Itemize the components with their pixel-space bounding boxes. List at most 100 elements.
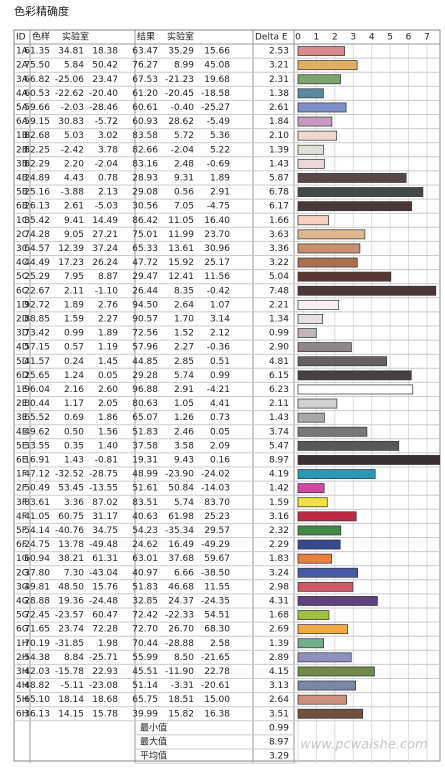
row-id: 5E (16, 441, 28, 451)
sample-value: 13.78 (58, 540, 84, 550)
sample-value: 19.36 (58, 596, 84, 606)
sample-value: 48.50 (58, 582, 84, 592)
row-id: 4B (16, 173, 28, 183)
result-value: 1.07 (210, 300, 230, 310)
axis-tick-label: 4 (369, 33, 375, 43)
result-value: 37.58 (132, 441, 158, 451)
result-value: 51.61 (132, 484, 158, 494)
sample-value: 14.49 (92, 216, 118, 226)
sample-value: -23.57 (55, 611, 84, 621)
sample-value: 3.78 (98, 145, 118, 155)
sample-value: -25.71 (89, 653, 118, 663)
header-id: ID (16, 33, 26, 43)
delta-e-value: 1.84 (269, 117, 289, 127)
sample-value: 1.45 (98, 357, 118, 367)
result-value: 5.22 (210, 145, 230, 155)
delta-e-bar (297, 215, 329, 226)
result-value: -28.88 (165, 639, 194, 649)
sample-value: 3.36 (64, 498, 84, 508)
delta-e-bar (297, 173, 407, 183)
result-value: 5.74 (174, 498, 194, 508)
result-value: 26.70 (168, 625, 194, 635)
result-value: 24.62 (132, 540, 158, 550)
result-value: 63.47 (132, 47, 158, 57)
delta-e-value: 4.15 (269, 667, 289, 677)
delta-e-value: 2.98 (269, 582, 289, 592)
result-value: 13.61 (168, 244, 194, 254)
row-id: 5B (16, 188, 28, 198)
delta-e-value: 2.89 (269, 653, 289, 663)
delta-e-value: 2.64 (269, 695, 289, 705)
sample-value: 60.94 (24, 554, 50, 564)
result-value: 86.42 (132, 216, 158, 226)
sample-value: 1.19 (98, 343, 118, 353)
delta-e-bar (297, 469, 376, 479)
result-value: 22.78 (204, 667, 230, 677)
sample-value: 1.43 (64, 455, 84, 465)
result-value: 72.70 (132, 625, 158, 635)
sample-value: 0.24 (64, 357, 84, 367)
sample-value: 1.59 (64, 314, 84, 324)
result-value: 51.83 (132, 427, 158, 437)
delta-e-value: 1.68 (269, 611, 289, 621)
delta-e-bar (297, 553, 333, 564)
axis-tick-label: 5 (387, 33, 393, 43)
sample-value: 41.05 (24, 512, 50, 522)
sample-value: 31.17 (92, 512, 118, 522)
row-id: 4E (16, 427, 28, 437)
delta-e-value: 1.34 (269, 314, 289, 324)
delta-e-bar (297, 60, 358, 71)
sample-value: 49.62 (24, 427, 50, 437)
sample-value: 75.50 (24, 61, 50, 71)
sample-value: 0.99 (64, 329, 84, 339)
result-value: 0.51 (210, 357, 230, 367)
sample-value: -13.55 (89, 484, 118, 494)
sample-value: -31.85 (55, 639, 84, 649)
sample-value: -40.76 (55, 526, 84, 536)
sample-value: -43.04 (89, 568, 118, 578)
result-value: 68.30 (204, 625, 230, 635)
row-id: 1B (16, 131, 28, 141)
sample-value: -25.06 (55, 75, 84, 85)
result-value: 55.99 (132, 653, 158, 663)
sample-value: 71.65 (24, 625, 50, 635)
delta-e-value: 1.59 (269, 498, 289, 508)
result-value: 16.40 (204, 216, 230, 226)
sample-value: -15.78 (55, 667, 84, 677)
delta-e-value: 2.10 (269, 131, 289, 141)
delta-e-bar (297, 398, 338, 409)
delta-e-value: 2.53 (269, 47, 289, 57)
sample-value: -24.48 (89, 596, 118, 606)
result-value: 54.51 (204, 611, 230, 621)
sample-value: 8.84 (64, 653, 84, 663)
result-value: 8.50 (174, 653, 194, 663)
sample-value: 4.43 (64, 173, 84, 183)
delta-e-bar (297, 243, 361, 254)
result-value: -24.02 (201, 470, 230, 480)
sample-value: -22.62 (55, 89, 84, 99)
sample-value: 59.15 (24, 117, 50, 127)
sample-value: 2.61 (64, 202, 84, 212)
result-value: 9.43 (174, 455, 194, 465)
result-value: 35.29 (168, 47, 194, 57)
row-id: 5H (16, 695, 29, 705)
row-id: 3B (16, 159, 28, 169)
sample-value: 2.16 (64, 385, 84, 395)
delta-e-bar (297, 314, 324, 324)
result-value: 44.85 (132, 357, 158, 367)
summary-label: 最大值 (140, 735, 167, 747)
result-value: -0.42 (207, 286, 230, 296)
result-value: -3.31 (171, 681, 194, 691)
sample-value: 23.74 (58, 625, 84, 635)
result-value: 54.23 (132, 526, 158, 536)
sample-value: -20.40 (89, 89, 118, 99)
axis-tick-label: 0 (295, 33, 301, 43)
result-value: 16.38 (204, 709, 230, 719)
result-value: 61.20 (132, 89, 158, 99)
delta-e-bar (297, 46, 345, 56)
row-id: 4H (16, 681, 29, 691)
result-value: -35.34 (165, 526, 194, 536)
delta-e-bar (297, 102, 347, 113)
result-value: 40.63 (132, 512, 158, 522)
result-value: 2.12 (210, 329, 230, 339)
